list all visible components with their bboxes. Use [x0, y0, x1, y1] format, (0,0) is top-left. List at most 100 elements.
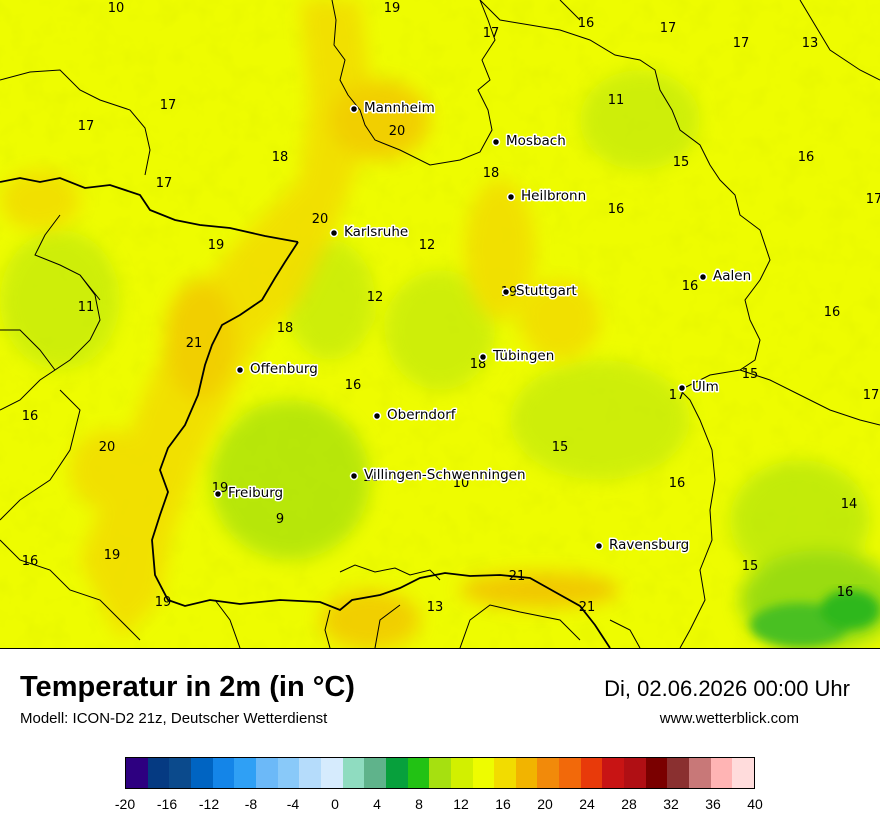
- city-stuttgart: Stuttgart: [501, 282, 578, 301]
- model-info: Modell: ICON-D2 21z, Deutscher Wetterdie…: [20, 710, 328, 727]
- legend-swatch: [126, 758, 148, 788]
- legend-swatch: [645, 758, 668, 788]
- city-label: Freiburg: [228, 485, 283, 501]
- city-dot: [501, 287, 511, 297]
- legend-swatch: [212, 758, 235, 788]
- legend-swatch: [494, 758, 516, 788]
- temperature-value: 19: [104, 548, 121, 563]
- temperature-value: 20: [99, 440, 116, 455]
- legend-swatch: [169, 758, 191, 788]
- alpine-green: [750, 590, 880, 647]
- legend-tick: -16: [156, 796, 178, 812]
- legend-tick: 40: [747, 796, 763, 812]
- legend-tick: 12: [453, 796, 469, 812]
- temperature-value: 16: [824, 305, 841, 320]
- temperature-value: 17: [156, 176, 173, 191]
- temperature-value: 11: [78, 300, 95, 315]
- legend-tick: -12: [198, 796, 220, 812]
- temperature-value: 20: [389, 124, 406, 139]
- temperature-value: 16: [345, 378, 362, 393]
- city-label: Offenburg: [250, 361, 318, 377]
- city-ulm: Ulm: [677, 378, 720, 397]
- legend-swatch: [342, 758, 365, 788]
- legend-tick: -4: [286, 796, 300, 812]
- temperature-value: 16: [578, 16, 595, 31]
- city-label: Stuttgart: [516, 283, 577, 299]
- city-dot: [213, 489, 223, 499]
- city-offenburg: Offenburg: [235, 360, 319, 379]
- city-label: Mosbach: [506, 133, 566, 149]
- city-mannheim: Mannheim: [349, 99, 436, 118]
- temperature-value: 18: [483, 166, 500, 181]
- temperature-value: 19: [155, 595, 172, 610]
- temperature-value: 17: [78, 119, 95, 134]
- temperature-value: 15: [552, 440, 569, 455]
- legend-swatch: [710, 758, 733, 788]
- legend-swatch: [602, 758, 625, 788]
- temperature-value: 17: [866, 192, 880, 207]
- temperature-value: 10: [363, 470, 380, 485]
- city-tuebingen: Tübingen: [478, 347, 556, 366]
- temperature-value: 15: [673, 155, 690, 170]
- legend-swatch: [580, 758, 603, 788]
- state-borders: [0, 0, 880, 648]
- temperature-value: 16: [669, 476, 686, 491]
- legend-swatch: [537, 758, 560, 788]
- legend-swatch: [407, 758, 430, 788]
- city-dot: [478, 352, 488, 362]
- city-label: Mannheim: [364, 100, 435, 116]
- website-label: www.wetterblick.com: [659, 710, 799, 727]
- legend-swatch: [450, 758, 473, 788]
- temperature-value: 14: [841, 497, 858, 512]
- legend-tick: 16: [495, 796, 511, 812]
- legend-swatch: [190, 758, 213, 788]
- temperature-value: 17: [160, 98, 177, 113]
- city-label: Tübingen: [492, 348, 554, 364]
- city-dot: [506, 192, 516, 202]
- temperature-value: 15: [742, 559, 759, 574]
- temperature-value: 21: [579, 600, 596, 615]
- city-ravensburg: Ravensburg: [594, 536, 691, 555]
- temperature-value: 16: [798, 150, 815, 165]
- legend-swatch: [624, 758, 646, 788]
- legend-tick: 20: [537, 796, 553, 812]
- legend-swatch: [320, 758, 343, 788]
- legend-swatch: [559, 758, 581, 788]
- legend-tick: 28: [621, 796, 637, 812]
- legend-swatch: [667, 758, 690, 788]
- legend-tick: 24: [579, 796, 595, 812]
- legend-tick: -8: [244, 796, 258, 812]
- map-title: Temperatur in 2m (in °C): [20, 671, 355, 703]
- temperature-value: 21: [509, 569, 526, 584]
- city-freiburg: Freiburg: [213, 484, 285, 503]
- city-dot: [491, 137, 501, 147]
- temperature-value: 20: [312, 212, 329, 227]
- legend-swatch: [472, 758, 495, 788]
- temperature-value: 16: [682, 279, 699, 294]
- city-dot: [372, 411, 382, 421]
- legend-swatch: [515, 758, 538, 788]
- temperature-value: 13: [802, 36, 819, 51]
- city-label: Karlsruhe: [344, 224, 408, 240]
- temperature-value: 18: [277, 321, 294, 336]
- temperature-value: 16: [837, 585, 854, 600]
- city-heilbronn: Heilbronn: [506, 187, 588, 206]
- temperature-value: 13: [427, 600, 444, 615]
- city-dot: [594, 541, 604, 551]
- city-label: Villingen-Schwenningen: [364, 467, 526, 483]
- legend-swatch: [732, 758, 755, 788]
- city-label: Oberndorf: [387, 407, 457, 423]
- legend-swatch: [277, 758, 300, 788]
- temperature-value: 16: [22, 409, 39, 424]
- city-oberndorf: Oberndorf: [372, 406, 458, 425]
- temperature-value: 17: [660, 21, 677, 36]
- temperature-value: 19: [208, 238, 225, 253]
- legend-tick: 0: [331, 796, 339, 812]
- forecast-date: Di, 02.06.2026 00:00 Uhr: [604, 676, 850, 701]
- temperature-value: 17: [733, 36, 750, 51]
- temperature-value: 17: [863, 388, 880, 403]
- legend-tick: -20: [114, 796, 136, 812]
- legend-tick: 4: [373, 796, 381, 812]
- temperature-value: 15: [742, 367, 759, 382]
- city-label: Ulm: [692, 379, 719, 395]
